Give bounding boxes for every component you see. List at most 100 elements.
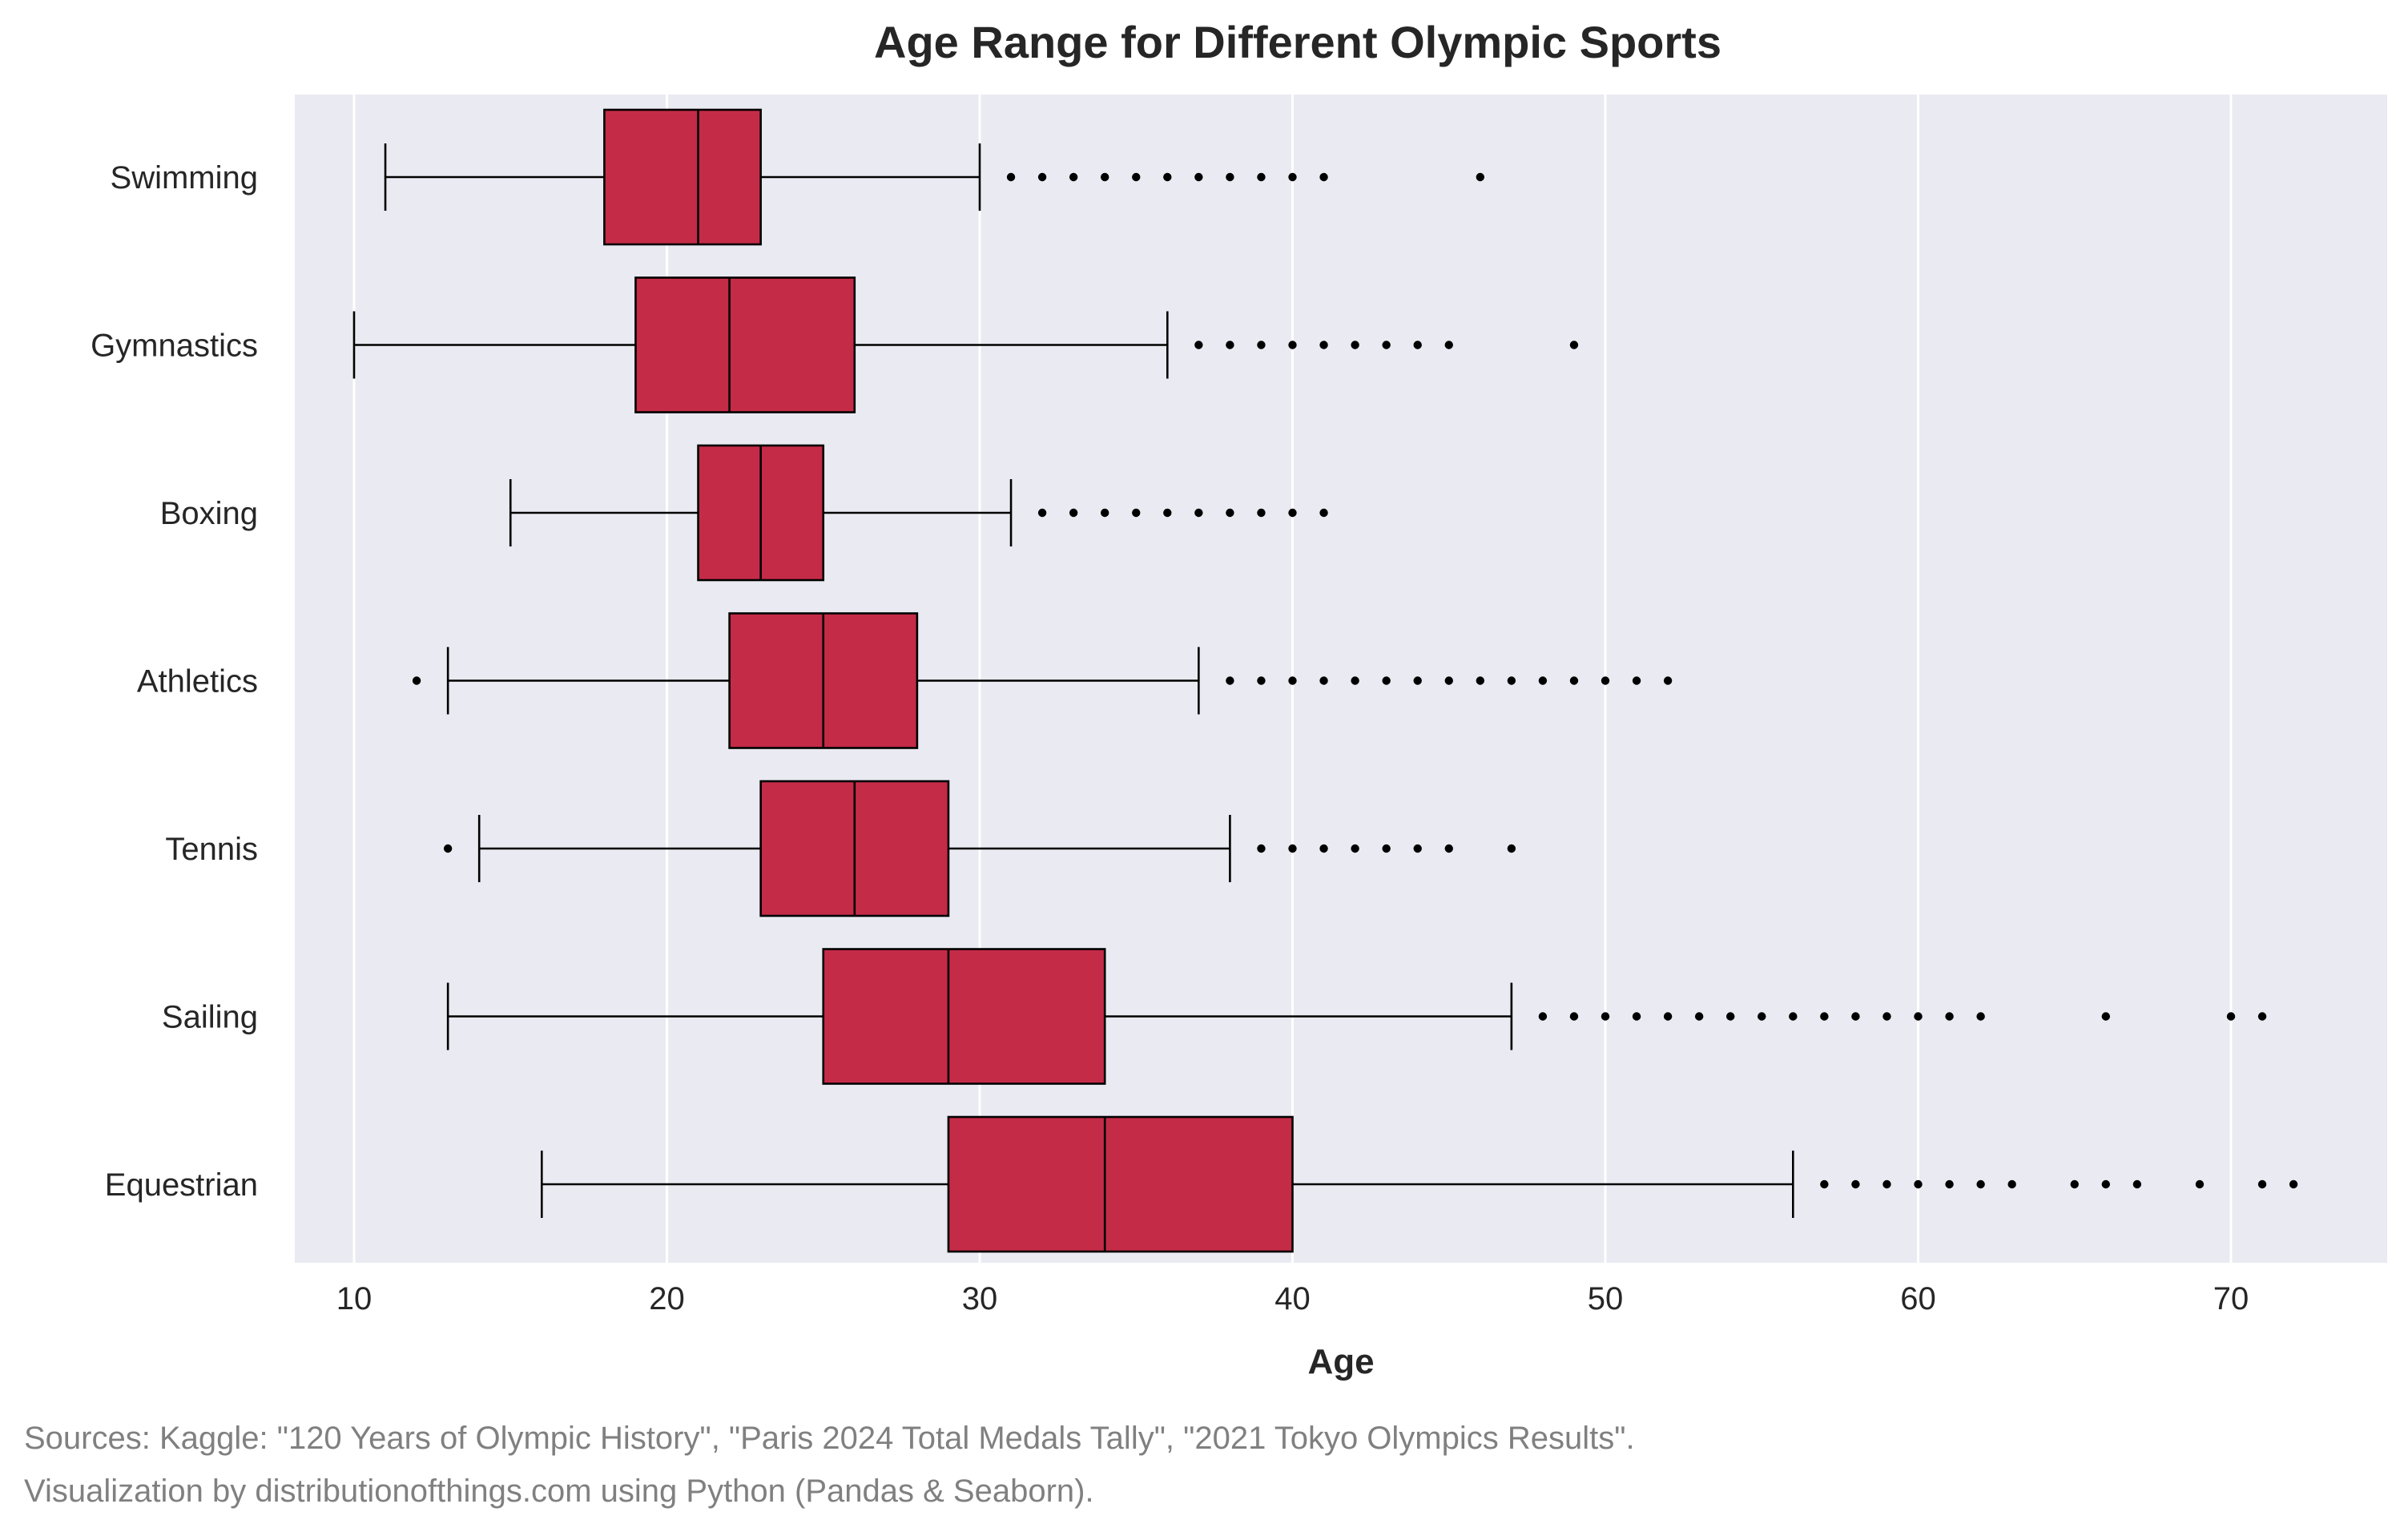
outlier-athletics-49 bbox=[1569, 676, 1579, 685]
outlier-boxing-39 bbox=[1257, 508, 1266, 518]
y-tick-label-tennis: Tennis bbox=[165, 832, 258, 867]
y-tick-label-boxing: Boxing bbox=[160, 496, 258, 531]
outlier-tennis-13 bbox=[443, 844, 453, 853]
y-tick-label-gymnastics: Gymnastics bbox=[91, 329, 258, 364]
outlier-boxing-34 bbox=[1101, 508, 1109, 518]
outlier-boxing-37 bbox=[1194, 508, 1203, 518]
outlier-gymnastics-39 bbox=[1257, 341, 1266, 349]
outlier-athletics-12 bbox=[412, 676, 421, 685]
outlier-sailing-70 bbox=[2226, 1012, 2236, 1021]
outlier-athletics-50 bbox=[1601, 676, 1610, 685]
x-axis-label: Age bbox=[1307, 1342, 1374, 1381]
outlier-gymnastics-38 bbox=[1226, 341, 1234, 349]
chart-title: Age Range for Different Olympic Sports bbox=[874, 17, 1721, 67]
outlier-sailing-54 bbox=[1726, 1012, 1735, 1021]
x-tick-label-40: 40 bbox=[1274, 1281, 1311, 1316]
outlier-equestrian-69 bbox=[2195, 1179, 2205, 1189]
box-group-tennis bbox=[443, 780, 1516, 917]
outlier-tennis-42 bbox=[1351, 844, 1359, 853]
outlier-equestrian-71 bbox=[2257, 1179, 2267, 1189]
outlier-swimming-36 bbox=[1163, 172, 1172, 182]
outlier-equestrian-61 bbox=[1945, 1179, 1954, 1189]
x-tick-label-10: 10 bbox=[336, 1281, 372, 1316]
outlier-swimming-32 bbox=[1037, 172, 1047, 182]
iqr-box-sailing bbox=[822, 948, 1106, 1085]
y-tick-label-sailing: Sailing bbox=[162, 1000, 258, 1035]
outlier-sailing-66 bbox=[2101, 1012, 2110, 1021]
outlier-athletics-45 bbox=[1444, 676, 1453, 685]
outlier-equestrian-58 bbox=[1851, 1179, 1860, 1189]
outlier-equestrian-67 bbox=[2132, 1179, 2142, 1189]
outlier-sailing-52 bbox=[1663, 1012, 1673, 1021]
x-tick-label-20: 20 bbox=[649, 1281, 685, 1316]
outlier-boxing-41 bbox=[1319, 508, 1328, 518]
outlier-sailing-53 bbox=[1694, 1012, 1704, 1021]
outlier-gymnastics-42 bbox=[1351, 341, 1359, 349]
outlier-athletics-47 bbox=[1507, 676, 1516, 685]
y-tick-label-swimming: Swimming bbox=[111, 160, 258, 196]
outlier-athletics-44 bbox=[1413, 676, 1422, 685]
box-group-boxing bbox=[509, 444, 1328, 582]
outlier-gymnastics-44 bbox=[1413, 341, 1422, 349]
outlier-sailing-58 bbox=[1851, 1012, 1860, 1021]
outlier-sailing-60 bbox=[1914, 1012, 1923, 1021]
outlier-sailing-62 bbox=[1976, 1012, 1985, 1021]
outlier-swimming-31 bbox=[1006, 172, 1016, 182]
outlier-equestrian-62 bbox=[1976, 1179, 1985, 1189]
outlier-tennis-45 bbox=[1444, 844, 1453, 853]
outlier-gymnastics-37 bbox=[1194, 341, 1203, 349]
outlier-tennis-47 bbox=[1507, 844, 1516, 853]
outlier-athletics-38 bbox=[1226, 676, 1234, 685]
outlier-boxing-38 bbox=[1226, 508, 1234, 518]
outlier-equestrian-65 bbox=[2070, 1179, 2079, 1189]
box-group-swimming bbox=[384, 108, 1485, 246]
y-axis-tick-labels: Swimming Gymnastics Boxing Athletics Tennis S… bbox=[91, 160, 258, 1203]
box-group-equestrian bbox=[540, 1115, 2298, 1253]
x-tick-label-30: 30 bbox=[962, 1281, 998, 1316]
outlier-boxing-36 bbox=[1163, 508, 1172, 518]
iqr-box-swimming bbox=[603, 108, 762, 246]
outlier-tennis-39 bbox=[1257, 844, 1266, 853]
outlier-athletics-40 bbox=[1288, 676, 1297, 685]
outlier-swimming-46 bbox=[1476, 172, 1485, 182]
outlier-equestrian-63 bbox=[2007, 1179, 2016, 1189]
outlier-boxing-40 bbox=[1288, 508, 1297, 518]
outlier-swimming-41 bbox=[1319, 172, 1328, 182]
outlier-swimming-35 bbox=[1132, 172, 1141, 182]
outlier-swimming-33 bbox=[1069, 172, 1078, 182]
outlier-gymnastics-43 bbox=[1382, 341, 1391, 349]
outlier-boxing-35 bbox=[1132, 508, 1141, 518]
outlier-swimming-34 bbox=[1101, 172, 1109, 182]
x-tick-label-60: 60 bbox=[1900, 1281, 1936, 1316]
outlier-equestrian-57 bbox=[1820, 1179, 1829, 1189]
x-tick-label-70: 70 bbox=[2213, 1281, 2249, 1316]
outlier-sailing-48 bbox=[1538, 1012, 1548, 1021]
box-group-sailing bbox=[446, 948, 2267, 1085]
outlier-gymnastics-41 bbox=[1319, 341, 1328, 349]
outlier-swimming-37 bbox=[1194, 172, 1203, 182]
outlier-sailing-57 bbox=[1820, 1012, 1829, 1021]
outlier-sailing-71 bbox=[2257, 1012, 2267, 1021]
outlier-equestrian-66 bbox=[2101, 1179, 2110, 1189]
outlier-sailing-55 bbox=[1758, 1012, 1766, 1021]
outlier-sailing-50 bbox=[1601, 1012, 1610, 1021]
outlier-tennis-44 bbox=[1413, 844, 1422, 853]
outlier-sailing-59 bbox=[1883, 1012, 1891, 1021]
outlier-boxing-33 bbox=[1069, 508, 1078, 518]
outlier-sailing-61 bbox=[1945, 1012, 1954, 1021]
outlier-equestrian-60 bbox=[1914, 1179, 1923, 1189]
box-plots bbox=[352, 108, 2298, 1253]
plot-area bbox=[295, 95, 2387, 1263]
outlier-sailing-56 bbox=[1789, 1012, 1798, 1021]
sources-note: Sources: Kaggle: "120 Years of Olympic H… bbox=[24, 1421, 1635, 1456]
y-tick-label-athletics: Athletics bbox=[137, 664, 258, 699]
outlier-gymnastics-45 bbox=[1444, 341, 1453, 349]
outlier-tennis-41 bbox=[1319, 844, 1328, 853]
outlier-sailing-49 bbox=[1569, 1012, 1579, 1021]
outlier-athletics-41 bbox=[1319, 676, 1328, 685]
outlier-boxing-32 bbox=[1037, 508, 1047, 518]
outlier-equestrian-59 bbox=[1883, 1179, 1891, 1189]
iqr-box-equestrian bbox=[947, 1115, 1294, 1253]
outlier-athletics-43 bbox=[1382, 676, 1391, 685]
